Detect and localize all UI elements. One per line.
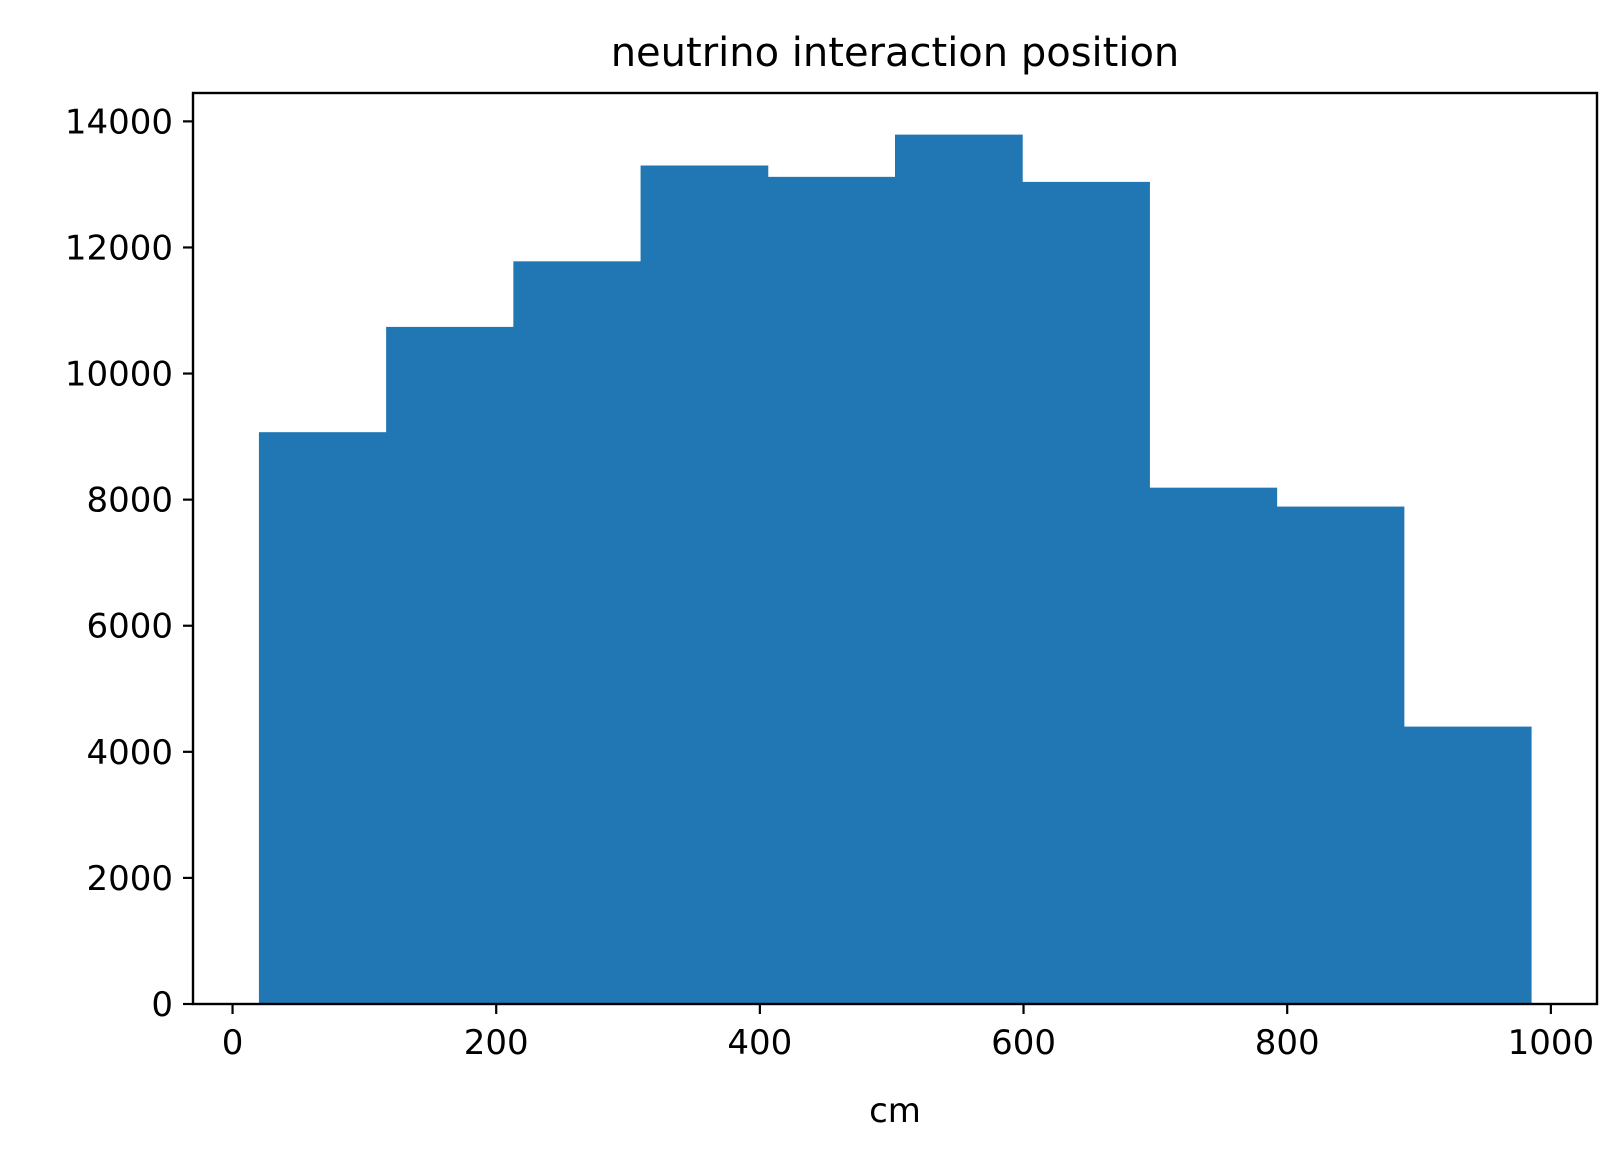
histogram-bar <box>1276 506 1405 1004</box>
x-tick-label: 0 <box>222 1023 244 1063</box>
histogram-bar <box>895 134 1023 1005</box>
histogram-bar <box>513 261 642 1005</box>
y-tick-label: 12000 <box>65 228 173 268</box>
x-axis-label: cm <box>869 1091 921 1131</box>
histogram-bar <box>386 326 514 1005</box>
histogram-bar <box>767 176 896 1004</box>
x-axis: 0 200 400 600 800 1000 <box>222 1004 1594 1063</box>
y-tick-label: 6000 <box>86 607 173 647</box>
histogram-bars <box>258 134 1532 1005</box>
x-tick-label: 200 <box>464 1023 529 1063</box>
y-tick-label: 4000 <box>86 733 173 773</box>
y-axis: 0 2000 4000 6000 8000 10000 12000 14000 <box>65 102 193 1025</box>
y-tick-label: 14000 <box>65 102 173 142</box>
plot-frame <box>191 91 1599 1006</box>
y-tick-label: 8000 <box>86 481 173 521</box>
histogram-bar <box>1149 487 1278 1004</box>
x-tick-label: 800 <box>1255 1023 1320 1063</box>
histogram-bar <box>258 432 387 1004</box>
x-tick-label: 600 <box>991 1023 1056 1063</box>
x-tick-label: 1000 <box>1508 1023 1595 1063</box>
histogram-bar <box>1022 181 1150 1004</box>
y-tick-label: 10000 <box>65 355 173 395</box>
histogram-bar <box>640 165 769 1005</box>
chart-title: neutrino interaction position <box>611 30 1180 76</box>
y-tick-label: 2000 <box>86 859 173 899</box>
x-tick-label: 400 <box>727 1023 792 1063</box>
histogram-bar <box>1403 726 1532 1004</box>
y-tick-label: 0 <box>151 985 173 1025</box>
